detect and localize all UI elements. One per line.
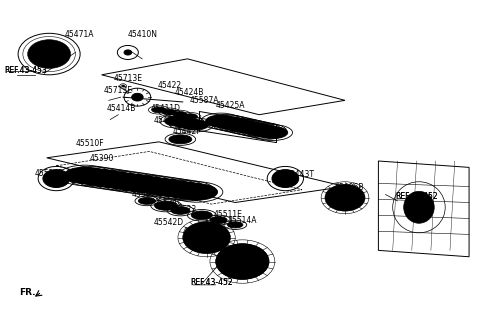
Ellipse shape bbox=[37, 46, 61, 62]
Ellipse shape bbox=[216, 244, 269, 279]
Ellipse shape bbox=[224, 250, 261, 274]
Ellipse shape bbox=[234, 121, 265, 134]
Ellipse shape bbox=[190, 226, 223, 249]
Ellipse shape bbox=[182, 120, 208, 130]
Text: 45442F: 45442F bbox=[172, 127, 201, 136]
Ellipse shape bbox=[167, 182, 209, 199]
Ellipse shape bbox=[228, 120, 259, 132]
Ellipse shape bbox=[150, 180, 192, 196]
Text: 45422: 45422 bbox=[158, 81, 182, 90]
Ellipse shape bbox=[240, 123, 271, 135]
Text: 45443T: 45443T bbox=[285, 170, 314, 179]
Ellipse shape bbox=[332, 189, 359, 207]
Text: 45713E: 45713E bbox=[114, 73, 143, 82]
Text: 45587A: 45587A bbox=[190, 96, 219, 105]
Ellipse shape bbox=[124, 50, 132, 55]
Ellipse shape bbox=[272, 170, 299, 187]
Text: 45411D: 45411D bbox=[150, 104, 180, 113]
Text: 45410N: 45410N bbox=[128, 30, 158, 39]
Text: 45597A: 45597A bbox=[131, 190, 161, 199]
Text: 45471A: 45471A bbox=[65, 30, 95, 39]
Text: 45524B: 45524B bbox=[35, 169, 64, 178]
Ellipse shape bbox=[121, 85, 124, 87]
Ellipse shape bbox=[205, 115, 236, 127]
Text: 45412: 45412 bbox=[183, 227, 207, 236]
Ellipse shape bbox=[246, 124, 276, 136]
Ellipse shape bbox=[257, 127, 288, 139]
Ellipse shape bbox=[81, 170, 123, 186]
Ellipse shape bbox=[176, 184, 217, 200]
Ellipse shape bbox=[192, 211, 212, 220]
Text: REF.43-452: REF.43-452 bbox=[190, 279, 232, 288]
Ellipse shape bbox=[141, 179, 183, 195]
Ellipse shape bbox=[132, 93, 143, 101]
Ellipse shape bbox=[210, 217, 227, 223]
Text: REF.43-452: REF.43-452 bbox=[395, 192, 438, 201]
Text: FR.: FR. bbox=[20, 288, 36, 297]
Text: 45390: 45390 bbox=[90, 154, 114, 163]
Text: 45424B: 45424B bbox=[174, 88, 204, 97]
Text: REF.43-452: REF.43-452 bbox=[190, 279, 232, 288]
Ellipse shape bbox=[404, 191, 434, 223]
Ellipse shape bbox=[217, 118, 248, 130]
Ellipse shape bbox=[158, 181, 200, 198]
Ellipse shape bbox=[98, 172, 140, 189]
Ellipse shape bbox=[28, 40, 71, 69]
Ellipse shape bbox=[228, 222, 243, 228]
Text: 45423D: 45423D bbox=[153, 116, 183, 125]
Text: REF.43-453: REF.43-453 bbox=[4, 65, 47, 74]
Ellipse shape bbox=[183, 222, 230, 253]
Ellipse shape bbox=[183, 114, 198, 119]
Ellipse shape bbox=[124, 176, 166, 193]
Text: 45510F: 45510F bbox=[75, 139, 104, 148]
Ellipse shape bbox=[325, 184, 365, 211]
Ellipse shape bbox=[173, 111, 187, 117]
Text: 45514A: 45514A bbox=[228, 215, 258, 224]
Text: 45542D: 45542D bbox=[153, 218, 183, 227]
Ellipse shape bbox=[132, 177, 175, 194]
Ellipse shape bbox=[107, 174, 149, 190]
Ellipse shape bbox=[116, 175, 157, 191]
Ellipse shape bbox=[169, 135, 192, 144]
Ellipse shape bbox=[155, 201, 178, 210]
Text: 45524C: 45524C bbox=[153, 198, 183, 207]
Ellipse shape bbox=[173, 118, 200, 128]
Ellipse shape bbox=[64, 167, 106, 184]
Ellipse shape bbox=[138, 197, 156, 204]
Text: 45414B: 45414B bbox=[107, 104, 136, 113]
Text: 45496B: 45496B bbox=[335, 183, 364, 192]
Ellipse shape bbox=[43, 170, 70, 187]
Ellipse shape bbox=[211, 116, 242, 128]
Text: 45511E: 45511E bbox=[214, 210, 242, 219]
Ellipse shape bbox=[165, 116, 192, 126]
Text: REF.43-452: REF.43-452 bbox=[395, 192, 438, 201]
Ellipse shape bbox=[223, 119, 253, 131]
Ellipse shape bbox=[72, 168, 115, 185]
Text: 45523: 45523 bbox=[172, 205, 196, 214]
Ellipse shape bbox=[252, 125, 282, 137]
Ellipse shape bbox=[90, 171, 132, 187]
Ellipse shape bbox=[152, 107, 166, 113]
Text: REF.43-453: REF.43-453 bbox=[4, 65, 47, 74]
Ellipse shape bbox=[162, 109, 177, 115]
Text: 45425A: 45425A bbox=[215, 101, 245, 109]
Ellipse shape bbox=[171, 207, 190, 214]
Text: 45713E: 45713E bbox=[104, 86, 133, 95]
